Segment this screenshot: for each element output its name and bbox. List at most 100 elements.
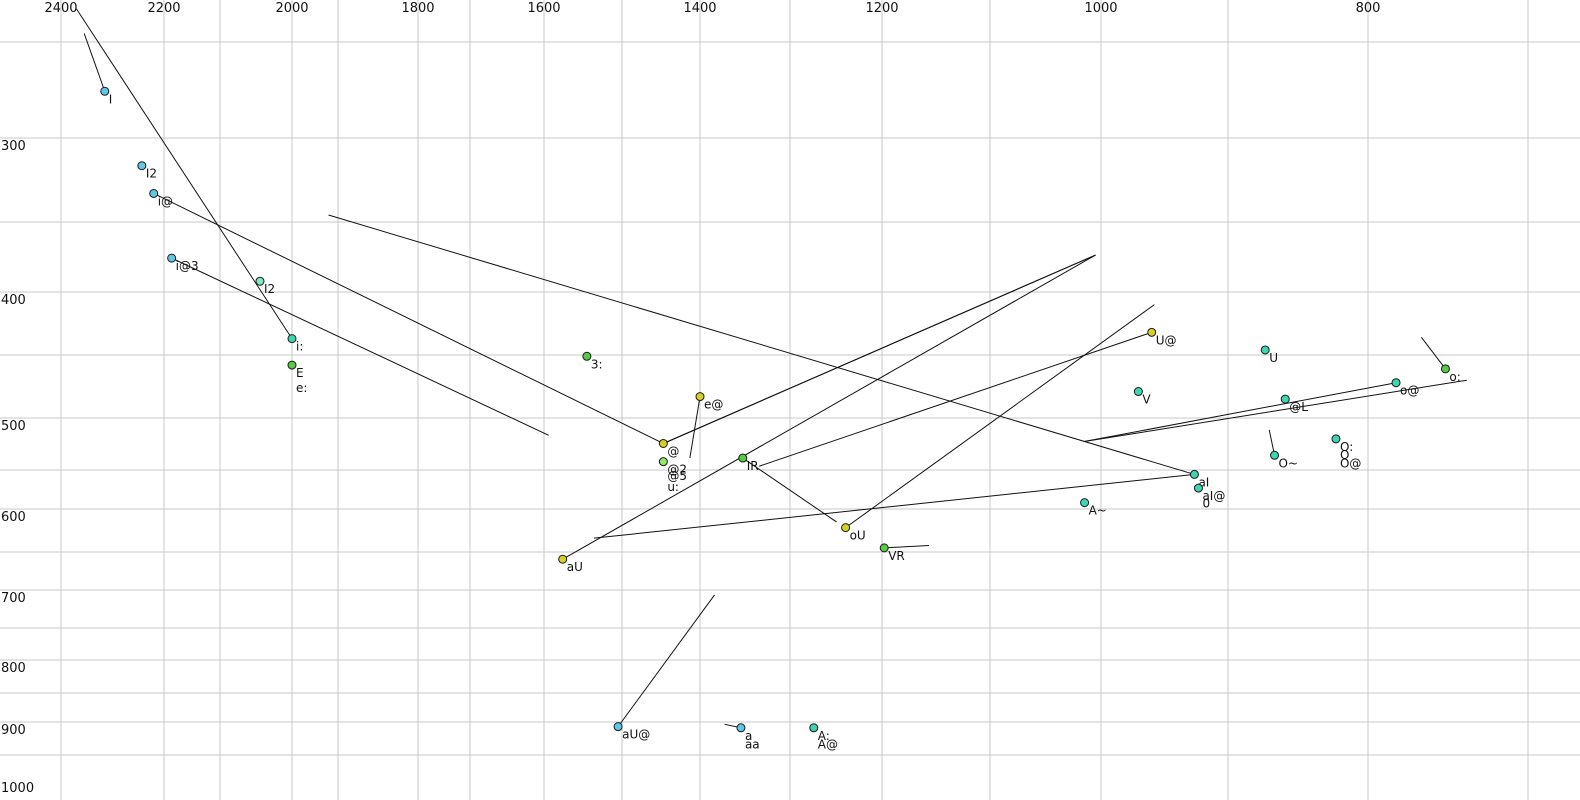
trajectory-line bbox=[1421, 337, 1446, 370]
trajectory-line bbox=[153, 192, 664, 444]
trajectory-line bbox=[689, 396, 701, 459]
trajectory-line bbox=[83, 33, 106, 92]
vowel-point bbox=[809, 723, 819, 733]
x-tick-label: 1200 bbox=[865, 1, 898, 16]
vowel-label: aU@ bbox=[622, 728, 650, 742]
trajectory-line bbox=[742, 457, 837, 523]
vowel-point bbox=[149, 188, 159, 198]
x-tick-label: 1000 bbox=[1084, 1, 1117, 16]
vowel-point bbox=[841, 523, 851, 533]
trajectory-line bbox=[1083, 379, 1467, 443]
vowel-point bbox=[287, 334, 297, 344]
x-tick-label: 2200 bbox=[147, 1, 180, 16]
vowel-point bbox=[736, 723, 746, 733]
vowel-label: E bbox=[296, 366, 304, 380]
vowel-label: aU bbox=[567, 560, 583, 574]
vowel-label: U bbox=[1269, 351, 1278, 365]
vowel-point bbox=[1260, 345, 1270, 355]
vowel-point bbox=[695, 392, 705, 402]
vowel-label: A@ bbox=[818, 738, 838, 752]
vowel-label: oU bbox=[850, 529, 866, 543]
y-tick-label: 600 bbox=[1, 510, 26, 525]
trajectory-line bbox=[758, 331, 1152, 467]
x-tick-label: 1800 bbox=[401, 1, 434, 16]
y-tick-label: 900 bbox=[1, 723, 26, 738]
vowel-point bbox=[658, 438, 668, 448]
trajectory-line bbox=[562, 254, 1096, 560]
trajectory-line bbox=[171, 257, 549, 436]
axis-ticks: 2400 2200 2000 1800 1600 1400 1200 1000 800 300 40… bbox=[1, 1, 1380, 796]
trajectory-line bbox=[617, 594, 715, 727]
vowel-label: A: bbox=[818, 729, 830, 743]
vowel-label: A~ bbox=[1089, 504, 1107, 518]
trajectory-line bbox=[1083, 382, 1397, 443]
vowel-label: i: bbox=[296, 340, 303, 354]
x-tick-label: 2000 bbox=[275, 1, 308, 16]
vowel-point bbox=[1391, 378, 1401, 388]
vowel-label: i@ bbox=[158, 194, 173, 208]
vowel-point bbox=[287, 360, 297, 370]
vowel-label: V bbox=[1142, 393, 1151, 407]
y-tick-label: 500 bbox=[1, 419, 26, 434]
vowel-label: o: bbox=[1449, 370, 1460, 384]
vowel-point bbox=[1280, 394, 1290, 404]
vowel-label: a bbox=[745, 729, 752, 743]
vowel-label: VR bbox=[888, 549, 905, 563]
trajectory-line bbox=[593, 473, 1195, 539]
vowel-point bbox=[1440, 364, 1450, 374]
vowel-label: 0 bbox=[1202, 496, 1210, 510]
trajectory-line bbox=[663, 254, 1096, 444]
vowel-point bbox=[100, 86, 110, 96]
vowel-label: o@ bbox=[1400, 384, 1419, 398]
vowel-label: O bbox=[1340, 448, 1349, 462]
vowel-label: I2 bbox=[264, 282, 275, 296]
vowel-label: e: bbox=[296, 381, 307, 395]
x-tick-label: 2400 bbox=[44, 1, 77, 16]
vowel-point bbox=[1193, 483, 1203, 493]
vowel-point bbox=[1189, 469, 1199, 479]
vowel-label: O: bbox=[1340, 440, 1353, 454]
vowel-label: 3: bbox=[591, 357, 603, 371]
vowel-point bbox=[738, 453, 748, 463]
vowel-point bbox=[137, 161, 147, 171]
vowel-label: I2 bbox=[146, 167, 157, 181]
vowel-point bbox=[1080, 498, 1090, 508]
vowel-point bbox=[558, 554, 568, 564]
vowel-label: e@ bbox=[704, 398, 723, 412]
vowel-label: i@3 bbox=[176, 259, 199, 273]
vowel-label: aI@ bbox=[1202, 489, 1225, 503]
trajectory-line bbox=[76, 8, 293, 339]
x-tick-label: 800 bbox=[1356, 1, 1381, 16]
trajectory-line bbox=[884, 544, 930, 549]
vowel-label: @L bbox=[1289, 400, 1308, 414]
vowel-point bbox=[658, 457, 668, 467]
vowel-label: @5 bbox=[667, 469, 687, 483]
vowel-point bbox=[1147, 327, 1157, 337]
vowel-label: O@ bbox=[1340, 456, 1361, 470]
vowel-label: @ bbox=[667, 444, 679, 458]
x-tick-label: 1600 bbox=[527, 1, 560, 16]
vowel-point bbox=[1270, 450, 1280, 460]
y-tick-label: 700 bbox=[1, 591, 26, 606]
vowel-point bbox=[879, 543, 889, 553]
y-tick-label: 800 bbox=[1, 661, 26, 676]
vowel-label: I bbox=[109, 92, 113, 106]
trajectories bbox=[76, 8, 1467, 729]
vowel-label: O~ bbox=[1279, 456, 1299, 470]
vowel-label: aa bbox=[745, 738, 760, 752]
vowel-label: IR bbox=[747, 459, 759, 473]
vowel-label: u: bbox=[667, 480, 679, 494]
y-tick-label: 400 bbox=[1, 293, 26, 308]
vowel-label: @2 bbox=[667, 463, 687, 477]
x-tick-label: 1400 bbox=[683, 1, 716, 16]
vowel-label: aI bbox=[1198, 475, 1209, 489]
vowel-point bbox=[1331, 434, 1341, 444]
trajectory-line bbox=[328, 214, 1195, 475]
vowel-point bbox=[1133, 387, 1143, 397]
vowel-point bbox=[582, 351, 592, 361]
y-tick-label: 1000 bbox=[1, 781, 34, 796]
vowel-point bbox=[167, 253, 177, 263]
